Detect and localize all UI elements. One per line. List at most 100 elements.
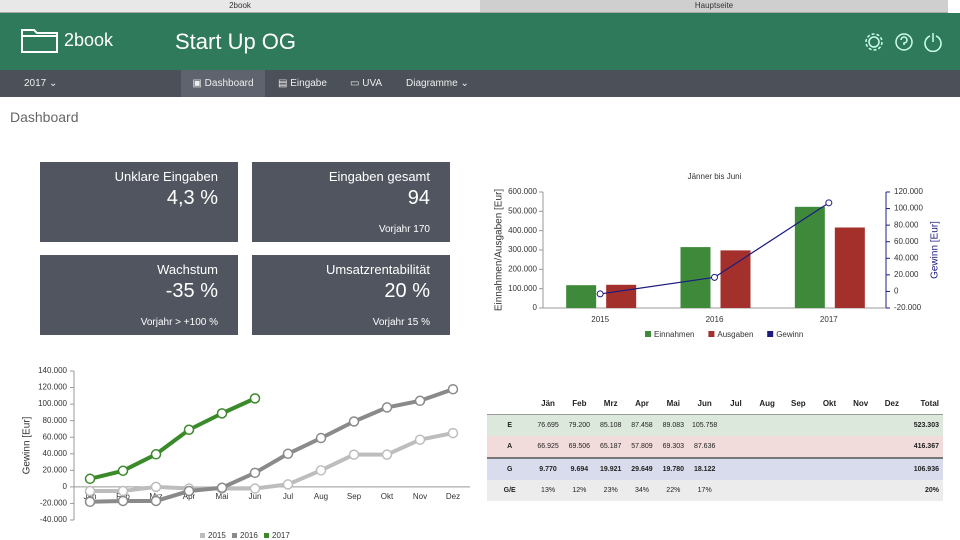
nav-bar: [0, 70, 960, 97]
line-series: [89, 387, 454, 504]
header-cell: [487, 393, 532, 415]
line-point: [414, 434, 426, 445]
card-title: Unklare Eingaben: [114, 169, 218, 184]
y2-axis-label: Gewinn [Eur]: [930, 221, 941, 279]
y-tick-label: -20.000: [40, 499, 68, 508]
y-tick-label: 0: [533, 303, 538, 312]
x-tick-label: Mai: [216, 492, 229, 501]
header-cell: Apr: [635, 399, 649, 408]
table-cell: [814, 415, 845, 437]
combo-chart: Jänner bis Juni Einnahmen/Ausgaben [Eur] G…: [494, 172, 941, 339]
nav-item[interactable]: ▭ UVA: [350, 78, 383, 89]
table-cell: 18.122: [693, 466, 716, 473]
x-tick-label: 2016: [706, 315, 724, 324]
line-point: [249, 467, 261, 479]
card-value: 94: [407, 187, 430, 209]
browser-tab[interactable]: Hauptseite: [480, 0, 948, 13]
line-point: [348, 416, 360, 427]
table-cell: 13%: [541, 487, 556, 494]
y2-tick-label: 60.000: [894, 237, 919, 246]
table-cell: [876, 458, 907, 480]
card-sub: Vorjahr > +100 %: [140, 317, 218, 328]
table-cell: 523.303: [913, 422, 939, 429]
line-series: [90, 431, 454, 494]
legend-swatch: [767, 331, 774, 337]
y-tick-label: 100.000: [508, 284, 537, 293]
legend-label: Ausgaben: [717, 330, 753, 339]
kpi-card: Eingaben gesamt 94 Vorjahr 170: [252, 162, 450, 242]
y2-tick-label: 0: [894, 287, 899, 296]
legend-label: 2016: [240, 531, 258, 540]
table-cell: 29.649: [631, 466, 653, 473]
bar: [606, 284, 637, 308]
table-cell: 57.809: [631, 443, 653, 450]
table-cell: 87.636: [693, 443, 716, 450]
legend-label: 2015: [208, 531, 226, 540]
x-tick-label: Dez: [446, 492, 460, 501]
table-cell: 79.200: [568, 422, 591, 429]
x-tick-label: Jun: [249, 492, 262, 501]
header-cell: Dez: [884, 399, 899, 408]
x-tick-label: Okt: [381, 492, 394, 501]
line-point: [117, 485, 129, 497]
app-title: Start Up OG: [175, 29, 297, 54]
legend-swatch: [232, 533, 237, 538]
logo-text: 2book: [64, 30, 114, 50]
x-tick-label: Jul: [283, 492, 293, 501]
table-cell: [814, 436, 845, 458]
header-cell: Sep: [790, 399, 806, 408]
table-cell: [814, 480, 845, 501]
table-header: Jän Feb Mrz Apr Mai Jun Jul Aug Sep Okt Nov Dez Tota…: [487, 393, 943, 415]
table-cell: G/E: [503, 487, 516, 494]
x-tick-label: 2015: [591, 315, 609, 324]
header-cell: Jun: [697, 399, 712, 408]
x-tick-label: 2017: [820, 315, 838, 324]
y-tick-label: 600.000: [508, 187, 537, 196]
line-point: [315, 432, 327, 444]
line-point: [447, 383, 459, 395]
table-row: G/E 13% 12% 23% 34% 22% 17% 20%: [487, 480, 943, 501]
year-select[interactable]: 2017 ⌄: [24, 78, 58, 89]
year: 2017: [24, 78, 47, 89]
table-cell: 106.936: [913, 466, 939, 473]
line-point: [825, 199, 833, 207]
header-icons[interactable]: [864, 32, 944, 52]
line-point: [381, 449, 393, 460]
line-point: [315, 465, 327, 476]
header-cell: Jän: [541, 399, 555, 408]
table-cell: 66.925: [537, 443, 559, 450]
line-point: [84, 473, 96, 485]
y-tick-label: 120.000: [38, 383, 67, 392]
y-tick-label: 300.000: [508, 245, 537, 254]
header: [0, 13, 960, 70]
table-cell: 87.458: [631, 422, 653, 429]
table-cell: [845, 415, 876, 437]
line-point: [249, 483, 261, 494]
table-cell: [876, 436, 907, 458]
legend-swatch: [264, 533, 269, 538]
nav-item[interactable]: ▤ Eingabe: [278, 78, 327, 89]
nav-item[interactable]: ▣ Dashboard: [181, 70, 265, 97]
table-cell: [720, 436, 751, 458]
y-tick-label: 60.000: [43, 432, 68, 441]
table-cell: [783, 480, 814, 501]
header-cell: Feb: [572, 399, 587, 408]
line-point: [84, 485, 96, 497]
table-row: E 76.695 79.200 85.108 87.458 89.083 105.758 52…: [487, 414, 943, 437]
table-cell: [752, 458, 783, 480]
table-cell: 9.770: [539, 466, 557, 473]
table-cell: [845, 436, 876, 458]
y2-tick-label: 80.000: [894, 220, 919, 229]
bar: [834, 227, 865, 308]
line-point: [117, 495, 129, 507]
line-point: [249, 393, 261, 404]
line-point: [216, 408, 228, 419]
table-cell: 65.187: [599, 443, 622, 450]
browser-tab[interactable]: 2book: [0, 0, 480, 13]
table-cell: [876, 415, 907, 437]
table-cell: [720, 458, 751, 480]
table-cell: [845, 458, 876, 480]
nav-item[interactable]: Diagramme ⌄: [406, 78, 469, 89]
card-sub: Vorjahr 15 %: [372, 317, 430, 328]
